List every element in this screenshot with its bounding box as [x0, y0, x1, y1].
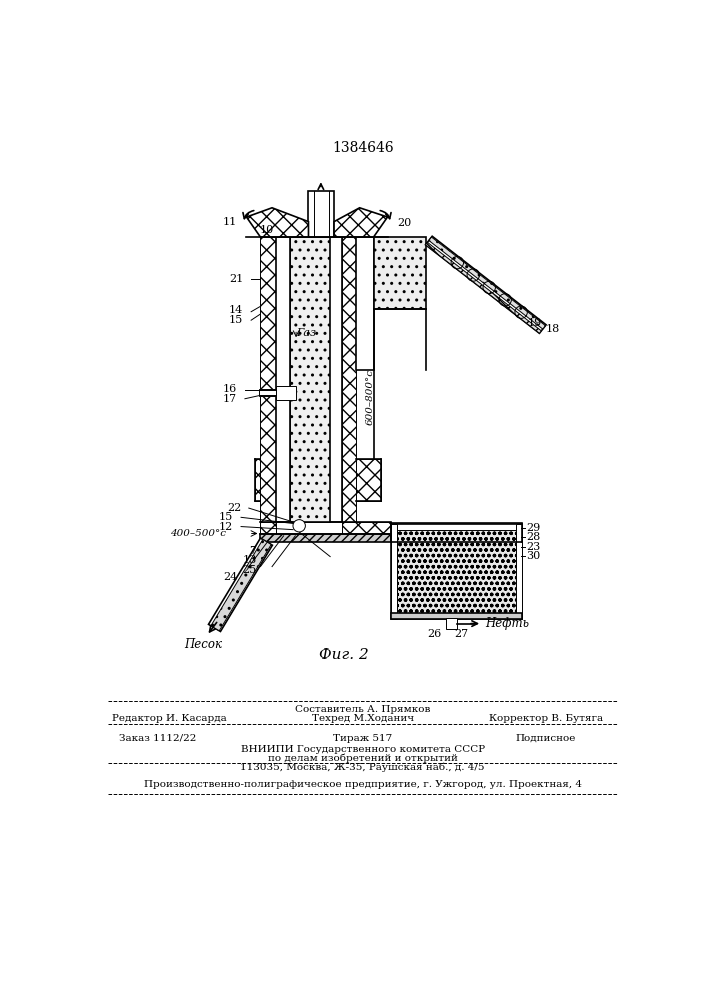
Polygon shape: [356, 459, 381, 501]
Polygon shape: [341, 522, 391, 534]
Text: Техред М.Ходанич: Техред М.Ходанич: [312, 714, 414, 723]
Text: 14: 14: [229, 305, 243, 315]
Text: 23: 23: [526, 542, 540, 552]
Text: 25: 25: [243, 565, 257, 575]
Bar: [276, 386, 296, 400]
Polygon shape: [429, 237, 545, 329]
Bar: [330, 237, 341, 522]
Text: 21: 21: [229, 274, 243, 284]
Text: 11: 11: [223, 217, 237, 227]
Text: 24: 24: [223, 572, 237, 582]
Text: 15: 15: [229, 315, 243, 325]
Text: 19: 19: [528, 318, 542, 328]
Polygon shape: [247, 208, 308, 237]
Text: Песок: Песок: [184, 638, 222, 651]
Polygon shape: [211, 540, 271, 631]
Polygon shape: [341, 237, 356, 522]
Text: 15: 15: [219, 512, 233, 522]
Bar: [391, 524, 522, 619]
Text: Тираж 517: Тираж 517: [333, 734, 392, 743]
Bar: [276, 237, 290, 522]
Polygon shape: [260, 237, 276, 522]
Text: Газ: Газ: [296, 328, 316, 338]
Text: Производственно-полиграфическое предприятие, г. Ужгород, ул. Проектная, 4: Производственно-полиграфическое предприя…: [144, 780, 582, 789]
Text: 400–500°с: 400–500°с: [170, 529, 226, 538]
Text: 7: 7: [250, 546, 257, 556]
Polygon shape: [290, 237, 330, 522]
Text: Подписное: Подписное: [515, 734, 575, 743]
Text: 600–800°с: 600–800°с: [366, 369, 375, 425]
Text: 113035, Москва, Ж-35, Раушская наб., д. 4/5: 113035, Москва, Ж-35, Раушская наб., д. …: [240, 763, 485, 772]
Polygon shape: [426, 242, 542, 333]
Polygon shape: [426, 236, 546, 333]
Polygon shape: [334, 208, 387, 237]
Bar: [391, 613, 522, 619]
Text: 26: 26: [428, 629, 442, 639]
Text: по делам изобретений и открытий: по делам изобретений и открытий: [268, 754, 457, 763]
Text: ВНИИПИ Государственного комитета СССР: ВНИИПИ Государственного комитета СССР: [240, 745, 485, 754]
Bar: [260, 534, 391, 542]
Text: 30: 30: [526, 551, 540, 561]
Text: 10: 10: [260, 225, 274, 235]
Circle shape: [293, 520, 305, 532]
Text: 13: 13: [243, 555, 257, 565]
Bar: [259, 389, 276, 396]
Text: 27: 27: [454, 629, 468, 639]
Polygon shape: [397, 530, 516, 613]
Text: 17: 17: [223, 394, 237, 404]
Text: 12: 12: [219, 522, 233, 532]
Polygon shape: [260, 522, 276, 534]
Text: 18: 18: [546, 324, 560, 334]
Bar: [391, 524, 397, 619]
Text: 29: 29: [526, 523, 540, 533]
Text: Фиг. 2: Фиг. 2: [320, 648, 369, 662]
Bar: [446, 618, 457, 629]
Text: 16: 16: [223, 384, 237, 394]
Text: Редактор И. Касарда: Редактор И. Касарда: [112, 714, 227, 723]
Polygon shape: [255, 459, 260, 501]
Text: 20: 20: [397, 218, 411, 228]
Text: Составитель А. Прямков: Составитель А. Прямков: [295, 705, 431, 714]
Text: 1384646: 1384646: [332, 141, 394, 155]
Text: 22: 22: [227, 503, 241, 513]
Text: Нефть: Нефть: [485, 617, 529, 630]
Bar: [516, 524, 522, 619]
Text: 28: 28: [526, 532, 540, 542]
Polygon shape: [209, 538, 272, 631]
Text: Заказ 1112/22: Заказ 1112/22: [119, 734, 197, 743]
Bar: [308, 191, 334, 237]
Bar: [356, 237, 373, 370]
Text: Корректор В. Бутяга: Корректор В. Бутяга: [489, 714, 602, 723]
Polygon shape: [373, 237, 426, 309]
